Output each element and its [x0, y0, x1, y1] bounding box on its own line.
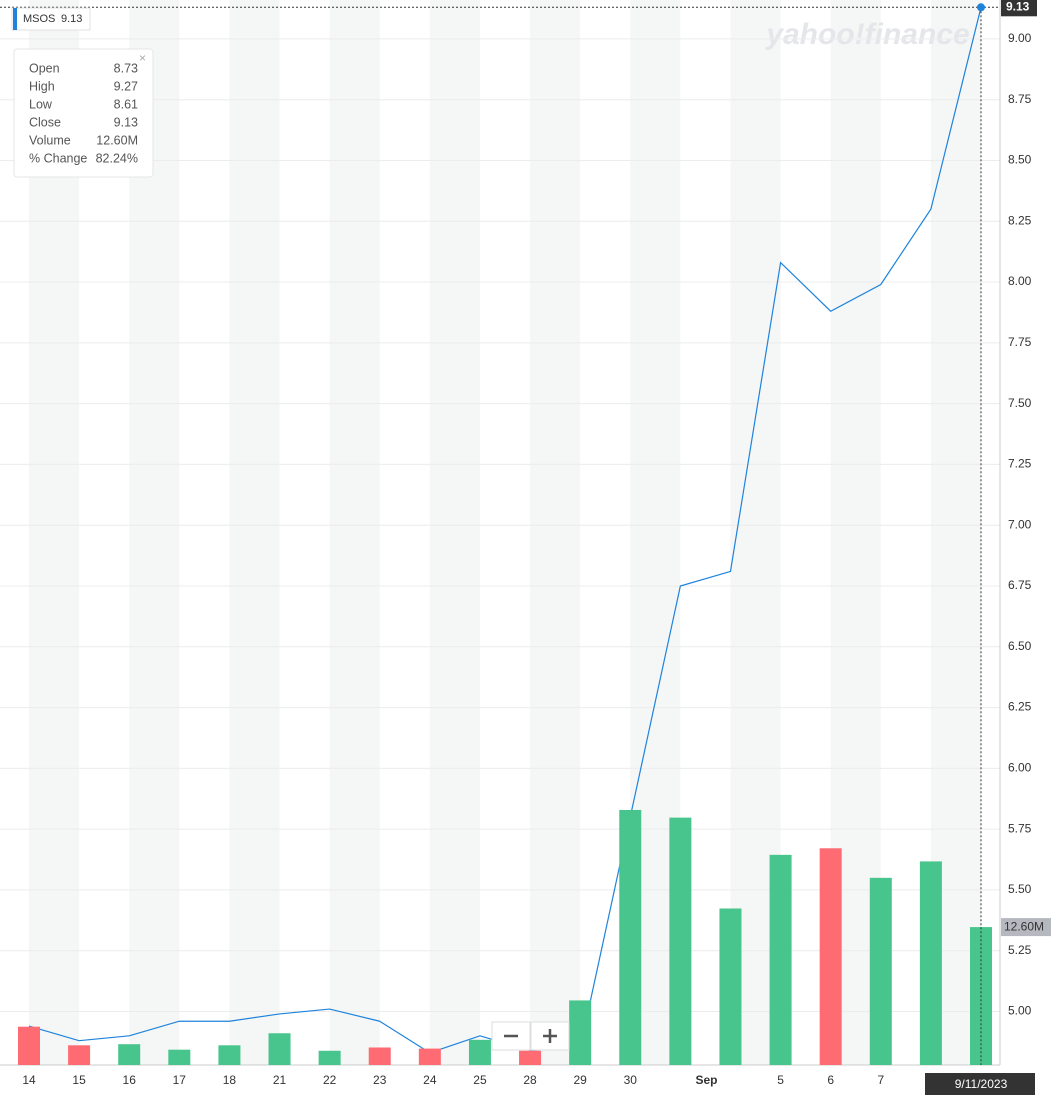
tooltip-value: 8.73: [114, 61, 138, 75]
x-tick-label: 6: [827, 1073, 834, 1087]
date-tag-label: 9/11/2023: [955, 1077, 1008, 1091]
tooltip-box: [13, 48, 154, 178]
column-stripe: [229, 0, 280, 1065]
x-tick-label: 15: [72, 1073, 86, 1087]
y-tick-label: 8.00: [1008, 274, 1032, 288]
volume-bar: [218, 1045, 241, 1065]
tooltip-label: High: [29, 79, 55, 93]
tooltip-label: Low: [29, 97, 53, 111]
tooltip-label: % Change: [29, 151, 87, 165]
volume-bar: [769, 854, 792, 1065]
volume-bar: [318, 1050, 341, 1065]
x-tick-label: Sep: [695, 1073, 717, 1087]
x-tick-label: 5: [777, 1073, 784, 1087]
y-tick-label: 6.50: [1008, 639, 1032, 653]
tooltip-value: 82.24%: [96, 151, 138, 165]
y-tick-label: 7.75: [1008, 335, 1032, 349]
x-tick-label: 30: [624, 1073, 638, 1087]
zoom-out[interactable]: [491, 1021, 531, 1051]
volume-bar: [68, 1045, 91, 1065]
y-tick-label: 9.00: [1008, 31, 1032, 45]
y-tick-label: 5.75: [1008, 821, 1032, 835]
x-tick-label: 18: [223, 1073, 237, 1087]
y-tick-label: 7.50: [1008, 396, 1032, 410]
zoom-controls: [491, 1021, 570, 1051]
price-tag-label: 9.13: [1006, 0, 1030, 13]
tooltip-close: ×: [139, 51, 146, 65]
volume-tag-label: 12.60M: [1004, 919, 1044, 933]
y-tick-label: 6.75: [1008, 578, 1032, 592]
volume-bar: [569, 1000, 592, 1065]
y-tick-label: 6.25: [1008, 700, 1032, 714]
x-tick-label: 7: [877, 1073, 884, 1087]
y-tick-label: 8.50: [1008, 153, 1032, 167]
x-tick-label: 25: [473, 1073, 487, 1087]
price-tag: [1001, 0, 1037, 17]
y-tick-label: 6.00: [1008, 761, 1032, 775]
x-tick-label: 17: [173, 1073, 187, 1087]
x-tick-label: 24: [423, 1073, 437, 1087]
legend-value: 9.13: [61, 13, 82, 25]
y-tick-label: 8.75: [1008, 92, 1032, 106]
volume-bar: [869, 877, 892, 1065]
column-stripe: [429, 0, 480, 1065]
date-tag: [925, 1073, 1035, 1095]
tooltip-value: 8.61: [114, 97, 138, 111]
volume-bar: [18, 1026, 40, 1065]
volume-bar: [819, 848, 842, 1065]
volume-tag: [1001, 918, 1051, 937]
volume-bar: [118, 1044, 141, 1065]
x-tick-label: 22: [323, 1073, 337, 1087]
y-tick-label: 5.50: [1008, 882, 1032, 896]
legend-swatch: [13, 8, 17, 30]
x-tick-label: 21: [273, 1073, 287, 1087]
legend-box: [11, 7, 91, 31]
column-stripe: [329, 0, 380, 1065]
x-tick-label: 14: [22, 1073, 36, 1087]
volume-bar: [468, 1039, 491, 1065]
tooltip-label: Volume: [29, 133, 71, 147]
volume-bar: [418, 1048, 441, 1065]
y-tick-label: 7.25: [1008, 457, 1032, 471]
volume-bar: [168, 1049, 191, 1065]
tooltip-label: Open: [29, 61, 60, 75]
legend-name: MSOS: [23, 13, 55, 25]
tooltip: × Open 8.73 High 9.27 Low 8.61 Close 9.13 Volume 1…: [13, 48, 154, 178]
x-tick-label: 16: [123, 1073, 137, 1087]
tooltip-label: Close: [29, 115, 61, 129]
tooltip-value: 9.13: [114, 115, 138, 129]
last-point: [977, 3, 985, 12]
y-tick-label: 5.25: [1008, 943, 1032, 957]
volume-bar: [669, 817, 692, 1065]
tooltip-value: 9.27: [114, 79, 138, 93]
x-tick-label: 23: [373, 1073, 387, 1087]
volume-bar: [368, 1047, 391, 1065]
volume-bar: [919, 861, 942, 1065]
logo: yahoo!finance: [764, 18, 969, 51]
y-tick-label: 7.00: [1008, 517, 1032, 531]
volume-bar: [719, 908, 742, 1065]
volume-bar: [619, 809, 642, 1065]
x-tick-label: 28: [523, 1073, 537, 1087]
background: [29, 0, 981, 1065]
x-tick-label: 29: [573, 1073, 587, 1087]
tooltip-value: 12.60M: [96, 133, 138, 147]
column-stripe: [530, 0, 581, 1065]
y-tick-label: 5.00: [1008, 1004, 1032, 1018]
volume-bar: [519, 1050, 542, 1065]
volume-bar: [268, 1033, 291, 1065]
y-tick-label: 8.25: [1008, 213, 1032, 227]
